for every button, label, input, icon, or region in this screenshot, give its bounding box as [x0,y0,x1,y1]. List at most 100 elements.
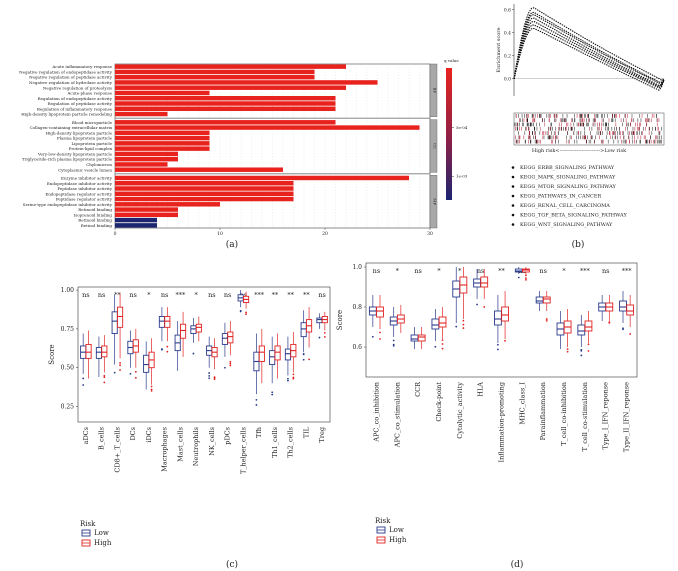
legend-pathway-kegg-mtor-signaling-pathway: KEGG_MTOR_SIGNALING_PATHWAY [520,184,616,190]
significance-label: ns [318,291,326,299]
significance-label: ns [98,291,106,299]
outlier-low [255,404,258,406]
legend-pathway-kegg-erbb-signaling-pathway: KEGG_ERBB_SIGNALING_PATHWAY [520,165,615,171]
x-tick-label-nk-cells: NK_cells [208,427,216,456]
legend-title: Risk [80,520,96,528]
outlier-low [224,366,226,369]
x-tick-label-mast-cells: Mast_cells [176,427,184,462]
outlier-high [608,321,611,324]
outlier-low [208,375,211,377]
term-label: Triglyceride-rich plasma lipoprotein par… [22,157,113,162]
outlier-high [545,319,548,322]
outlier-low [82,384,85,386]
significance-label: ns [414,267,422,275]
outlier-high [292,376,295,379]
es-curve-kegg-mtor-signaling-pathway [513,14,665,84]
significance-label: ns [129,291,137,299]
term-label: Regulation of inflammatory response [37,106,113,111]
legend-pathway-kegg-mapk-signaling-pathway: KEGG_MAPK_SIGNALING_PATHWAY [520,175,616,181]
x-tick-label-cd8-t-cells: CD8+_T_cells [113,427,121,473]
box-low-ccr [410,334,419,342]
outlier-low [129,372,132,375]
outlier-high [166,345,169,348]
y-tick-label: 0.6 [504,7,511,13]
y-tick-label: 0.75 [61,326,75,333]
significance-label: * [195,291,199,299]
outlier-low [318,336,321,339]
box-low-check-point [431,318,440,330]
term-label: Lipoprotein particle [71,141,112,146]
bar-acute-inflammatory-response [115,64,346,69]
outlier-high [629,333,632,335]
y-axis-label: Score [48,344,56,364]
box-high-type-ii-ifn-reponse [626,304,635,316]
panel-label-a: (a) [226,239,238,250]
significance-label: * [458,267,462,275]
bar-endopeptidase-regulator-activity [115,191,294,196]
outlier-high [379,338,381,340]
outlier-high [323,335,326,338]
es-curve-kegg-erbb-signaling-pathway [513,7,665,81]
significance-label: ** [303,291,310,299]
y-tick-label: 0.50 [61,365,75,372]
colorbar-tick-label: 1e-03 [456,174,468,179]
legend-pathway-kegg-renal-cell-carcinoma: KEGG_RENAL_CELL_CARCINOMA [520,203,610,209]
outlier-high [566,350,569,353]
outlier-high [119,369,121,371]
outlier-low [392,344,395,347]
term-label: High-density lipoprotein particle remode… [21,112,112,117]
box-low-neutrophils [190,325,197,335]
outlier-high [566,348,569,351]
legend-dot [511,194,515,198]
legend-dot [511,204,515,207]
group-strip-mf [429,175,438,229]
bar-negative-regulation-of-proteolysis [115,85,346,90]
group-strip-bp [429,63,438,117]
y-tick-label: 1.00 [61,287,75,294]
x-tick-label-hla: HLA [477,382,485,397]
outlier-low [517,276,520,279]
x-tick-label-parainflammation: Parainflammation [539,382,547,440]
box-high-th1-cells [274,345,281,361]
bar-regulation-of-peptidase-activity [115,101,336,106]
box-high-mast-cells [180,323,187,339]
bar-plasma-lipoprotein-particle [115,135,210,141]
box-high-t-cell-co-stimulation [584,320,593,332]
outlier-high [229,362,232,365]
outlier-high [292,377,295,380]
outlier-high [525,278,527,281]
box-high-hla [480,276,489,288]
bar-very-low-density-lipoprotein-particle [115,151,178,157]
term-label: Acute-phase response [66,91,112,96]
outlier-low [82,377,85,380]
x-tick-label-ccr: CCR [414,381,422,397]
outlier-low [371,335,374,338]
term-label: Regulation of endopeptidase activity [38,96,113,101]
x-tick-label-pdcs: pDCs [224,427,232,445]
x-tick-label-th2-cells: Th2_cells [287,427,295,458]
legend-dot [511,213,515,217]
group-label: BP [433,88,438,94]
term-label: Negative regulation of hydrolase activit… [29,80,113,85]
x-tick-label-type-ii-ifn-reponse: Type_II_IFN_reponse [623,382,631,452]
outlier-low [287,379,289,382]
term-label: Retinoid binding [78,218,112,223]
bar-peptidase-regulator-activity [115,196,294,202]
x-tick-label-dcs: DCs [129,427,137,441]
bar-collagen-containing-extracellular-matrix [115,125,420,130]
outlier-low [302,353,305,356]
bar-retinol-binding [115,223,157,228]
q-value-colorbar [446,68,452,200]
outlier-low [271,393,274,396]
x-tick-label-cytolytic-activity: Cytolytic_activity [456,382,464,439]
bar-acute-phase-response [115,90,210,96]
term-label: Retinol binding [81,223,113,228]
outlier-high [150,388,153,391]
x-tick-label-inflammation-promoting: Inflammation-promoting [498,382,506,462]
bar-chylomicron [115,162,168,167]
term-label: Negative regulation of proteolysis [43,85,112,90]
outlier-high [587,343,590,346]
box-high-check-point [438,316,447,328]
significance-label: *** [176,291,187,299]
